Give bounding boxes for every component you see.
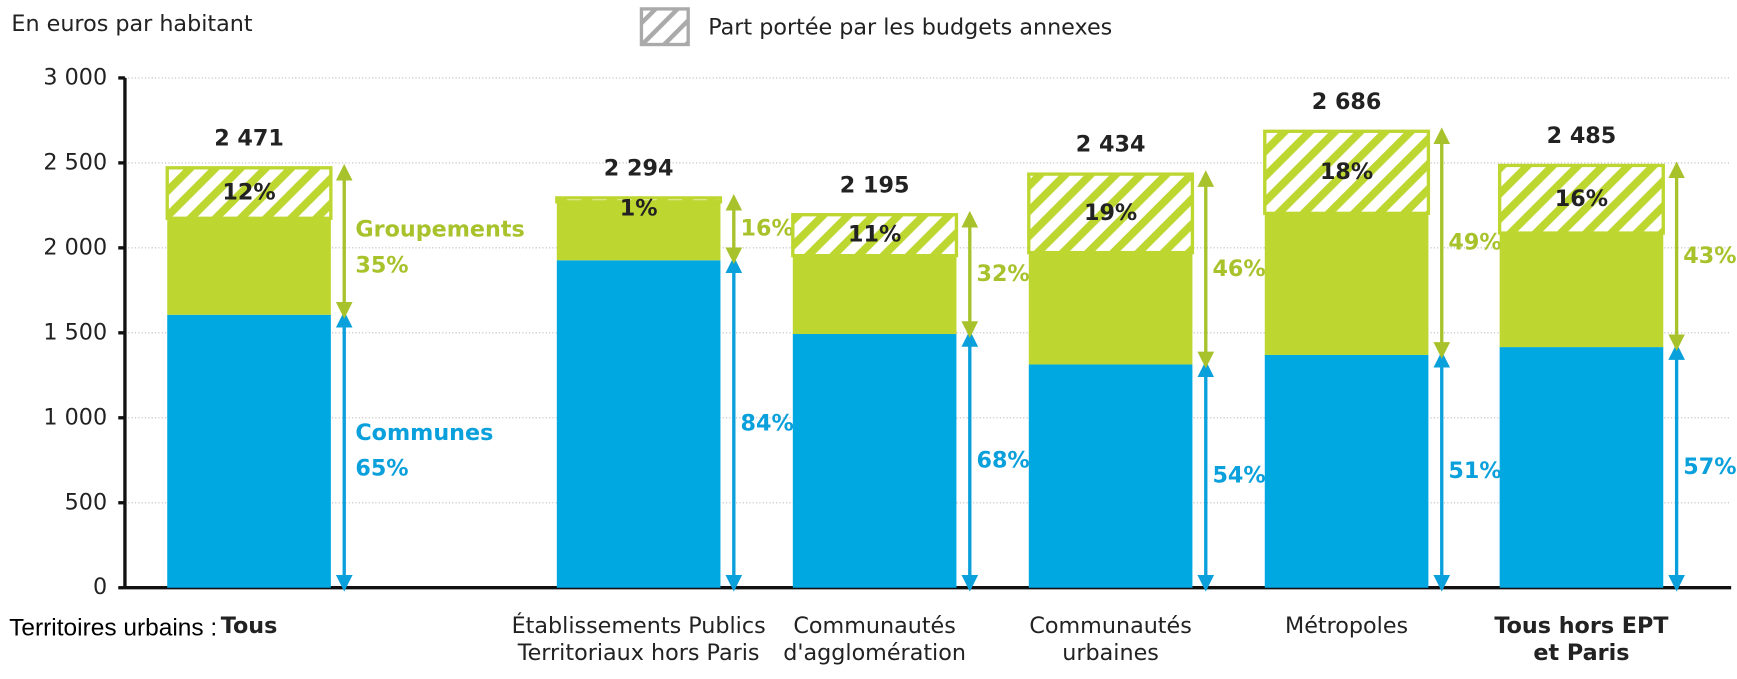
bar-segment [167, 314, 331, 588]
bar-segment [1028, 364, 1193, 588]
bar-segment [792, 334, 957, 588]
bar-segment [1499, 233, 1664, 348]
share-label: 65% [355, 456, 408, 482]
y-tick-label: 500 [65, 489, 107, 515]
x-tick-label: d'agglomération [783, 640, 966, 666]
bar-segment [792, 255, 957, 335]
total-label: 2 686 [1312, 89, 1382, 115]
y-tick-label: 0 [93, 574, 107, 600]
total-label: 2 471 [214, 125, 284, 151]
bar-segment [556, 260, 721, 588]
bar-segment [1264, 354, 1429, 588]
share-label: 49% [1448, 230, 1501, 256]
x-tick-label: Établissements Publics [512, 611, 766, 639]
legend-swatch [639, 7, 690, 47]
share-label: 43% [1683, 243, 1736, 269]
x-tick-label: Métropoles [1285, 613, 1408, 639]
share-label: 35% [355, 252, 408, 278]
series-label: Communes [355, 420, 493, 446]
share-label: 32% [976, 261, 1029, 287]
share-label: 46% [1212, 256, 1265, 282]
share-label: 16% [740, 216, 793, 242]
bar-segment [1264, 213, 1429, 355]
share-label: 84% [740, 410, 793, 436]
bar-segment-hatched [555, 196, 723, 204]
bar-segment [556, 201, 721, 261]
total-label: 2 195 [840, 172, 910, 198]
x-tick-label: et Paris [1533, 640, 1629, 666]
series-label: Groupements [355, 217, 524, 243]
annex-share-label: 16% [1555, 186, 1608, 212]
y-tick-label: 1 500 [43, 319, 107, 345]
annex-share-label: 1% [620, 196, 658, 222]
x-tick-label: Communautés [1029, 613, 1191, 639]
x-tick-label: Communautés [793, 613, 955, 639]
share-label: 57% [1683, 454, 1736, 480]
bar-segment [1028, 252, 1193, 365]
y-tick-label: 3 000 [43, 64, 107, 90]
y-axis-label: En euros par habitant [11, 11, 252, 37]
annex-share-label: 11% [848, 222, 901, 248]
annex-share-label: 18% [1320, 159, 1373, 185]
bar-segment [167, 218, 331, 315]
x-tick-label: Tous [221, 613, 278, 639]
bar-segment [1499, 347, 1664, 588]
total-label: 2 294 [604, 155, 674, 181]
share-label: 51% [1448, 458, 1501, 484]
share-label: 68% [976, 447, 1029, 473]
total-label: 2 434 [1076, 132, 1146, 158]
bar-segment-hatched [1497, 163, 1665, 235]
x-tick-label: Territoriaux hors Paris [517, 640, 760, 666]
x-tick-label: Tous hors EPT [1494, 613, 1669, 639]
bar-segment-hatched [791, 213, 959, 258]
x-tick-label: urbaines [1062, 640, 1159, 666]
share-label: 54% [1212, 463, 1265, 489]
legend-label: Part portée par les budgets annexes [708, 14, 1112, 40]
bar-segment-hatched [1263, 129, 1431, 216]
annex-share-label: 12% [222, 180, 275, 206]
y-tick-label: 2 000 [43, 234, 107, 260]
annex-share-label: 19% [1084, 200, 1137, 226]
bar-segment-hatched [165, 166, 333, 220]
total-label: 2 485 [1547, 123, 1617, 149]
x-axis-label: Territoires urbains : [9, 614, 217, 641]
y-tick-label: 1 000 [43, 404, 107, 430]
y-tick-label: 2 500 [43, 149, 107, 175]
bar-segment-hatched [1027, 172, 1195, 255]
